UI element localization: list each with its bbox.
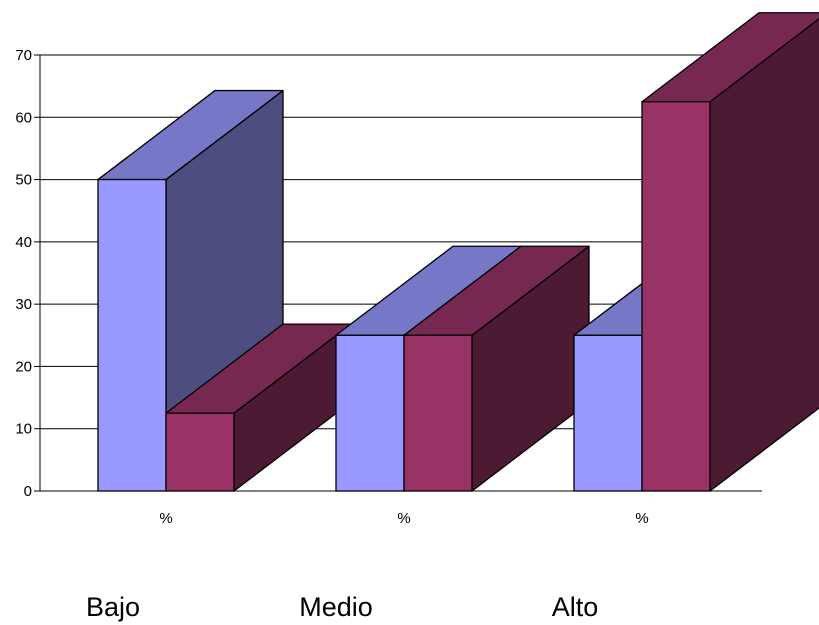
group-label-bajo: Bajo xyxy=(85,592,141,622)
bar-s1-medio-front xyxy=(335,334,405,492)
y-tick-label-10: 10 xyxy=(15,421,32,438)
category-label-3: % xyxy=(635,510,648,527)
y-tick-label-20: 20 xyxy=(15,358,32,375)
category-label-1: % xyxy=(159,510,172,527)
y-tick-label-30: 30 xyxy=(15,296,32,313)
bar-s2-bajo xyxy=(165,323,352,492)
y-axis: 0 10 20 30 40 50 60 70 xyxy=(15,47,41,500)
y-tick-label-40: 40 xyxy=(15,234,32,251)
y-tick-label-60: 60 xyxy=(15,109,32,126)
y-tick-label-0: 0 xyxy=(24,483,32,500)
group-label-medio: Medio xyxy=(299,592,373,622)
category-labels: %%% xyxy=(159,510,648,527)
category-label-2: % xyxy=(397,510,410,527)
bar-s2-medio-front xyxy=(403,334,473,492)
y-tick-label-50: 50 xyxy=(15,172,32,189)
bar-s2-alto xyxy=(641,12,819,492)
bar-s2-alto-front xyxy=(641,101,711,492)
bar-s2-bajo-front xyxy=(165,412,235,492)
bar-s2-medio xyxy=(403,245,590,492)
bar-s1-bajo-front xyxy=(97,178,167,492)
bars xyxy=(97,12,819,492)
group-label-alto: Alto xyxy=(551,592,599,622)
y-tick-label-70: 70 xyxy=(15,47,32,64)
bar-s1-alto-front xyxy=(573,334,643,492)
